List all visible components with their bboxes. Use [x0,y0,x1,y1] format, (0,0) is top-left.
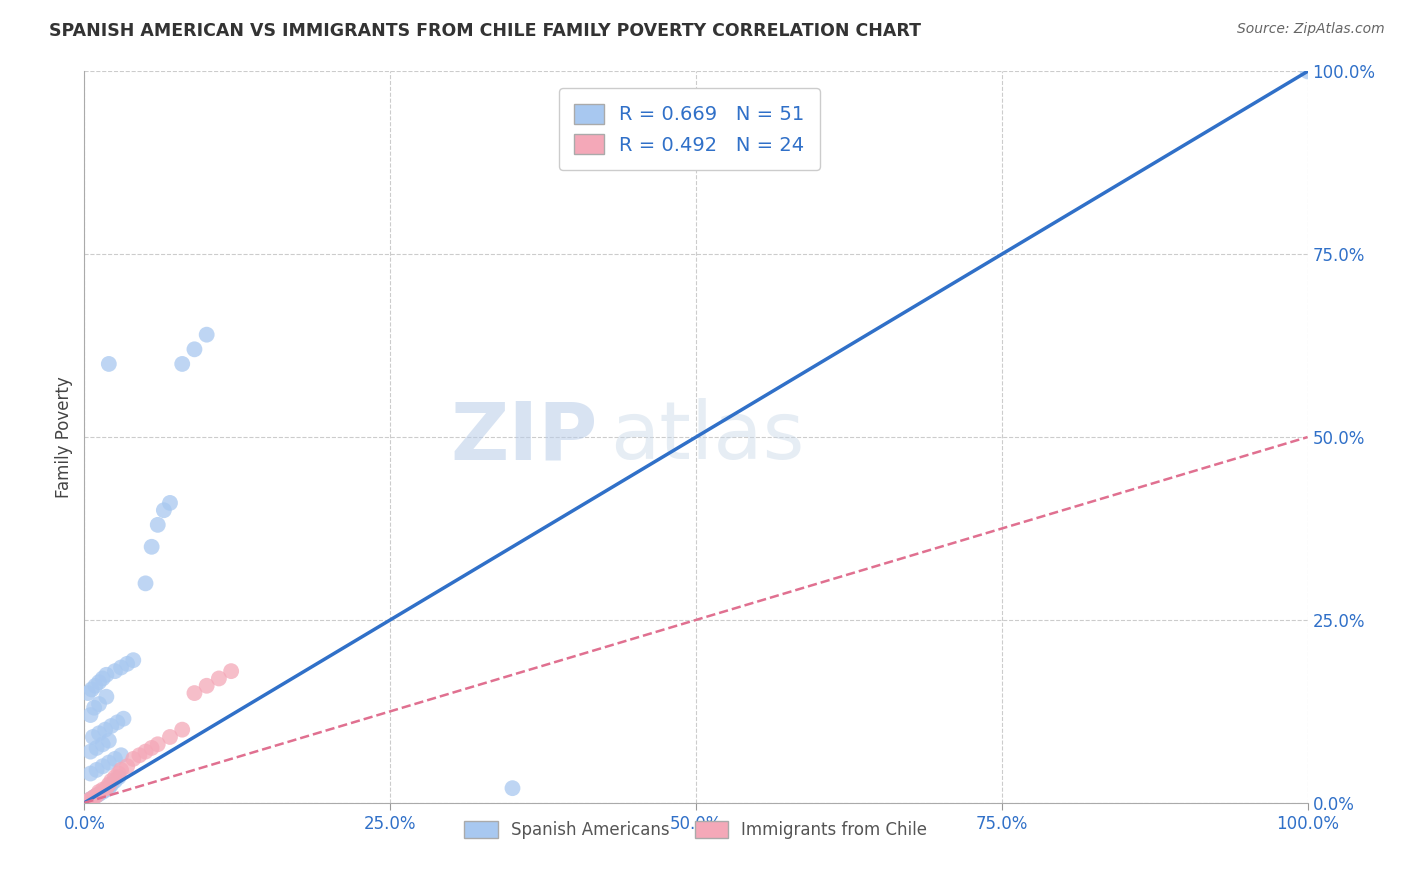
Point [107,766,129,780]
Point [100,773,122,788]
Point [141,740,163,755]
Point [86,763,108,777]
Point [80,682,103,697]
Point [159,730,181,744]
Point [122,653,145,667]
Point [77,686,100,700]
Point [79,792,101,806]
Point [110,660,132,674]
Y-axis label: Family Poverty: Family Poverty [55,376,73,498]
Point [77,794,100,808]
Point [82,730,104,744]
Text: ZIP: ZIP [451,398,598,476]
Point [128,748,150,763]
Point [83,789,105,804]
Point [104,770,127,784]
Point [87,726,110,740]
Point [141,540,163,554]
Point [115,657,138,671]
Text: atlas: atlas [610,398,804,476]
Point [96,667,118,681]
Point [112,712,135,726]
Point [79,792,101,806]
Point [83,789,105,804]
Point [91,672,114,686]
Point [110,748,132,763]
Point [183,343,205,357]
Point [208,672,231,686]
Point [86,789,108,803]
Point [183,686,205,700]
Legend: Spanish Americans, Immigrants from Chile: Spanish Americans, Immigrants from Chile [458,814,934,846]
Point [91,785,114,799]
Point [91,737,114,751]
Point [84,679,107,693]
Point [79,708,101,723]
Point [104,752,127,766]
Point [87,675,110,690]
Point [97,756,120,770]
Point [79,745,101,759]
Point [115,759,138,773]
Point [91,759,114,773]
Point [86,789,108,803]
Point [79,766,101,780]
Point [135,576,157,591]
Point [86,740,108,755]
Point [104,664,127,678]
Point [97,778,120,792]
Point [94,723,117,737]
Point [219,664,242,678]
Point [91,782,114,797]
Point [83,700,105,714]
Point [97,733,120,747]
Point [104,773,127,788]
Point [159,496,181,510]
Point [146,517,169,532]
Point [195,679,218,693]
Point [110,763,132,777]
Point [1296,64,1319,78]
Point [135,745,157,759]
Point [502,781,524,796]
Text: Source: ZipAtlas.com: Source: ZipAtlas.com [1237,22,1385,37]
Text: SPANISH AMERICAN VS IMMIGRANTS FROM CHILE FAMILY POVERTY CORRELATION CHART: SPANISH AMERICAN VS IMMIGRANTS FROM CHIL… [49,22,921,40]
Point [96,782,118,797]
Point [105,715,128,730]
Point [195,327,218,342]
Point [100,778,122,792]
Point [146,737,169,751]
Point [87,787,110,801]
Point [96,690,118,704]
Point [172,357,194,371]
Point [97,781,120,796]
Point [107,770,129,784]
Point [96,781,118,796]
Point [153,503,176,517]
Point [100,719,122,733]
Point [172,723,194,737]
Point [87,785,110,799]
Point [87,697,110,711]
Point [122,752,145,766]
Point [97,357,120,371]
